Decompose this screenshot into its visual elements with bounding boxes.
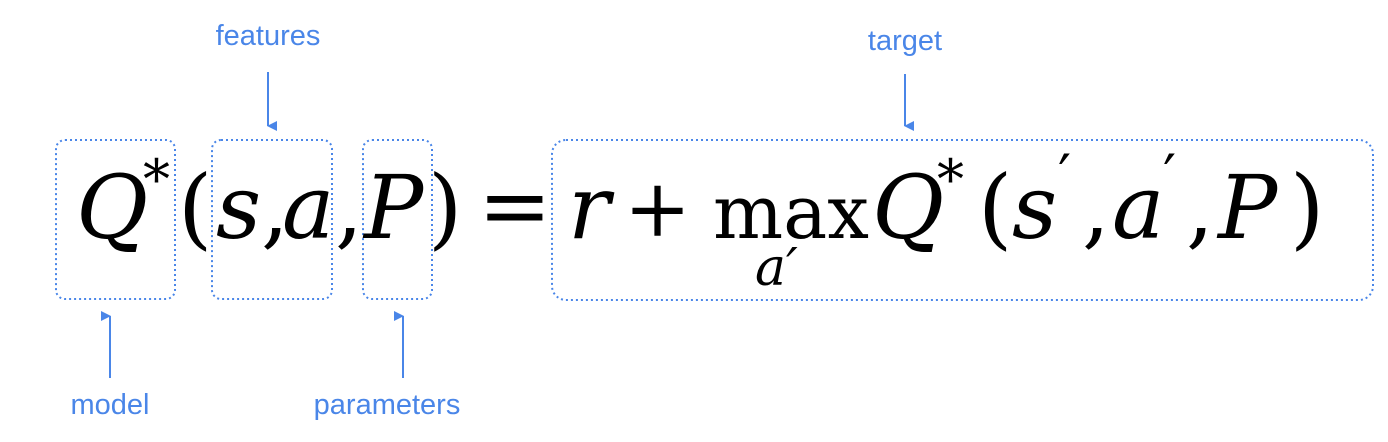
- eq-comma-1: ,: [261, 156, 289, 259]
- eq-lparen-right: (: [978, 156, 1012, 259]
- eq-a: a: [282, 156, 334, 259]
- eq-P-right: P: [1216, 156, 1279, 259]
- eq-s-prime: s: [1012, 156, 1057, 259]
- features-label: features: [216, 20, 321, 52]
- eq-max: max: [713, 170, 869, 256]
- eq-Q-right: Q: [872, 156, 944, 259]
- eq-a-prime: a: [1112, 156, 1164, 259]
- eq-comma-4: ,: [1186, 156, 1214, 259]
- eq-Q-left: Q: [76, 156, 148, 259]
- eq-r: r: [568, 156, 615, 259]
- eq-max-subscript: a′: [755, 238, 798, 298]
- eq-comma-3: ,: [1082, 156, 1110, 259]
- eq-rparen-right: ): [1290, 156, 1324, 259]
- eq-plus: +: [624, 162, 691, 255]
- eq-prime-a: ′: [1163, 142, 1176, 210]
- eq-star-right: *: [937, 148, 964, 211]
- eq-P-left: P: [362, 156, 425, 259]
- eq-s: s: [216, 156, 261, 259]
- eq-lparen-left: (: [178, 156, 212, 259]
- target-box: [551, 139, 1374, 301]
- target-label: target: [868, 25, 942, 57]
- features-box: [211, 139, 333, 300]
- model-label: model: [71, 389, 150, 421]
- eq-star-left: *: [143, 148, 170, 211]
- eq-rparen-left: ): [428, 156, 462, 259]
- parameters-box: [362, 139, 433, 300]
- eq-comma-2: ,: [335, 156, 363, 259]
- eq-prime-s: ′: [1058, 142, 1071, 210]
- eq-equals: =: [478, 154, 552, 257]
- model-box: [55, 139, 176, 300]
- parameters-label: parameters: [314, 389, 461, 421]
